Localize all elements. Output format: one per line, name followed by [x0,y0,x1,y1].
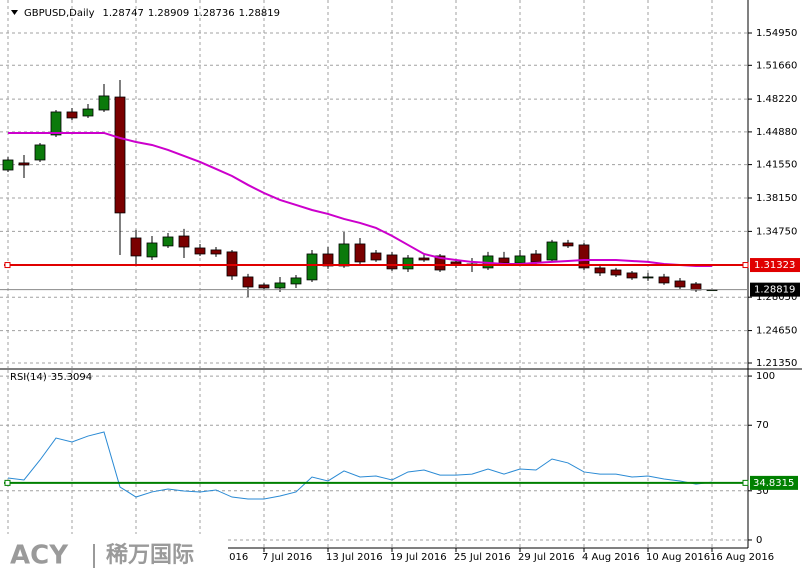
candle-body [178,235,190,248]
high-value: 1.28909 [148,8,189,19]
watermark: ACY 稀万国际 [0,534,228,578]
candle-body [2,159,14,171]
y-tick-label: 1.48220 [756,94,797,105]
low-value: 1.28736 [193,8,234,19]
watermark-bg [0,534,228,578]
y-tick-label: 1.44880 [756,127,797,138]
line-handle [742,479,749,486]
price-tag [750,258,800,273]
watermark-brand: ACY [10,541,69,571]
rsi-value: 35.3094 [51,372,92,383]
candle-body [530,253,542,263]
close-value: 1.28819 [239,8,280,19]
candle-body [210,249,222,255]
y-tick-label: 100 [756,371,775,382]
value-tag-label: 34.8315 [753,478,794,489]
y-tick-label: 30 [756,486,769,497]
candle-body [546,241,558,261]
value-tag [750,475,798,490]
line-handle [4,262,11,269]
rsi-line [7,431,713,500]
candle-body [338,243,350,267]
candle-body [66,111,78,119]
candle-body [162,236,174,247]
x-tick-label: 19 Jul 2016 [390,552,447,563]
x-tick-label: 13 Jul 2016 [326,552,383,563]
candle-body [130,237,142,257]
candle-body [18,162,30,166]
y-tick-label: 1.41550 [756,160,797,171]
candle-body [674,280,686,288]
rsi-title: RSI(14) [10,372,47,383]
watermark-name: 稀万国际 [106,542,194,568]
candle-body [434,255,446,271]
y-tick-label: 1.34750 [756,226,797,237]
candle-body [594,267,606,274]
x-tick-label: 16 Aug 2016 [710,552,774,563]
candle-body [658,276,670,284]
candle-body [610,269,622,276]
y-tick-label: 1.24650 [756,326,797,337]
candle-body [562,242,574,247]
y-tick-label: 1.21350 [756,358,797,369]
candle-body [50,111,62,136]
open-value: 1.28747 [103,8,144,19]
candle-body [194,247,206,255]
price-tag-label: 1.28819 [754,285,795,296]
line-handle [742,262,749,269]
candle-body [578,244,590,269]
candle-body [146,242,158,258]
candle-body [258,284,270,289]
candle-body [290,277,302,285]
rsi-header: RSI(14) 35.3094 [10,372,92,383]
x-tick-label: 25 Jul 2016 [454,552,511,563]
candle-body [354,243,366,263]
candle-body [642,276,654,279]
y-tick-label: 0 [756,535,762,546]
x-tick-label: 29 Jul 2016 [518,552,575,563]
candle-body [226,251,238,277]
price-tag [750,282,800,297]
line-handle [4,479,11,486]
x-tick-label: 10 Aug 2016 [646,552,710,563]
candle-body [498,257,510,264]
x-tick-label: 4 Aug 2016 [582,552,640,563]
chart-title: GBPUSD,Daily [24,8,95,19]
menu-arrow [11,10,18,15]
price-tag-label: 1.31323 [754,260,795,271]
y-tick-label: 1.28050 [756,292,797,303]
y-tick-label: 1.51660 [756,60,797,71]
candle-body [306,253,318,281]
candle-body [274,282,286,289]
candle-body [242,276,254,288]
candle-body [690,283,702,291]
y-tick-label: 1.54950 [756,28,797,39]
candle-body [418,257,430,261]
candle-body [34,144,46,161]
y-tick-label: 70 [756,420,769,431]
y-tick-label: 1.38150 [756,193,797,204]
moving-average [8,131,712,267]
candle-body [626,272,638,279]
candle-body [82,108,94,117]
candle-body [370,252,382,261]
candle-body [114,96,126,214]
chart-header: GBPUSD,Daily 1.28747 1.28909 1.28736 1.28819 [24,8,280,19]
x-tick-label: 7 Jul 2016 [262,552,312,563]
candle-body [98,95,110,111]
candle-body [386,254,398,270]
candle-body [514,255,526,264]
candle-body [402,257,414,270]
